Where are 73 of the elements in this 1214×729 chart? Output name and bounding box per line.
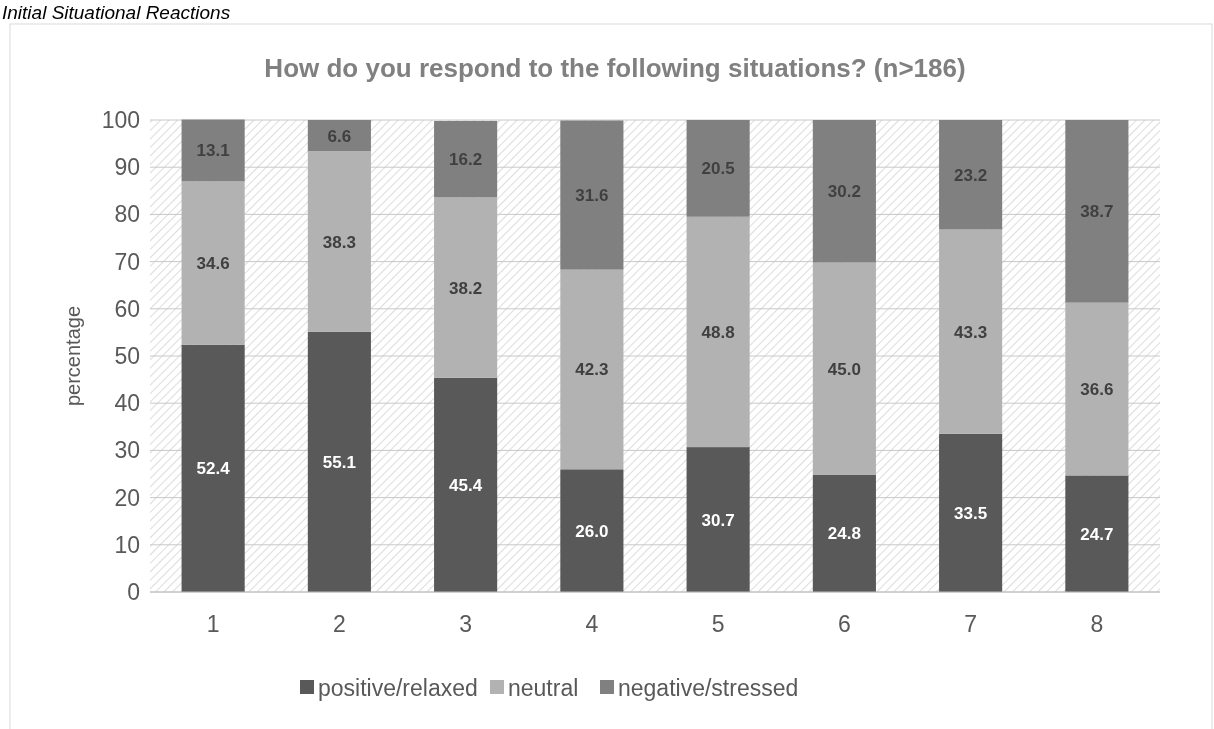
data-label: 23.2	[954, 165, 988, 185]
data-label: 33.5	[954, 503, 988, 523]
bar	[307, 151, 371, 332]
chart-title: How do you respond to the following situations? (n>186)	[264, 53, 966, 83]
bar	[686, 216, 750, 448]
bar	[812, 474, 876, 592]
bar	[939, 433, 1003, 592]
data-label: 24.7	[1080, 524, 1114, 544]
x-tick-label: 1	[206, 611, 220, 637]
y-tick-label: 70	[114, 248, 140, 275]
data-label: 55.1	[322, 452, 356, 472]
data-label: 38.2	[449, 278, 483, 298]
data-label: 36.6	[1080, 380, 1114, 400]
data-label: 30.7	[701, 510, 735, 530]
bar	[307, 120, 371, 152]
legend-label: neutral	[508, 675, 579, 701]
y-tick-label: 50	[114, 343, 140, 369]
x-tick-label: 8	[1090, 611, 1104, 637]
y-tick-label: 0	[127, 579, 140, 605]
legend-label: negative/stressed	[618, 675, 799, 701]
data-label: 48.8	[701, 322, 735, 342]
data-label: 43.3	[954, 322, 988, 342]
data-label: 34.6	[196, 254, 230, 274]
bar	[1065, 475, 1129, 592]
bar	[686, 120, 750, 217]
legend-label: positive/relaxed	[318, 675, 478, 701]
x-tick-label: 7	[964, 611, 978, 637]
data-label: 45.0	[827, 359, 861, 379]
x-tick-label: 2	[332, 611, 346, 637]
bar	[560, 469, 624, 592]
x-tick-label: 4	[585, 611, 599, 637]
bar	[434, 377, 498, 592]
bar	[560, 120, 624, 270]
data-label: 24.8	[827, 524, 861, 544]
x-tick-label: 6	[837, 611, 851, 637]
bar	[181, 344, 245, 592]
bar	[560, 269, 624, 470]
data-label: 42.3	[575, 360, 609, 380]
y-tick-label: 30	[114, 437, 140, 464]
data-label: 16.2	[449, 150, 483, 170]
data-label: 6.6	[327, 126, 352, 146]
bar	[434, 120, 498, 198]
data-label: 38.3	[322, 232, 356, 252]
text: Initial Situational Reactions	[2, 2, 231, 23]
bar	[812, 262, 876, 475]
y-axis-title: percentage	[62, 305, 84, 407]
data-label: 13.1	[196, 141, 230, 161]
x-tick-label: 3	[459, 611, 473, 637]
bar	[307, 331, 371, 592]
bar	[434, 197, 498, 378]
data-label: 52.4	[196, 459, 231, 479]
bar	[686, 447, 750, 592]
y-tick-label: 80	[114, 201, 140, 228]
bar	[181, 181, 245, 345]
y-tick-label: 60	[114, 295, 140, 322]
y-tick-label: 40	[114, 390, 140, 417]
bar	[939, 120, 1003, 230]
bar	[939, 229, 1003, 434]
y-tick-label: 90	[114, 154, 140, 181]
data-label: 31.6	[575, 186, 609, 206]
x-tick-label: 5	[711, 611, 725, 637]
bar	[812, 120, 876, 263]
y-tick-label: 100	[101, 107, 140, 133]
data-label: 20.5	[701, 159, 735, 179]
data-label: 30.2	[827, 182, 861, 202]
bar	[1065, 120, 1129, 303]
data-label: 38.7	[1080, 202, 1114, 222]
data-label: 45.4	[449, 475, 483, 495]
y-tick-label: 10	[114, 531, 140, 558]
data-label: 26.0	[575, 521, 609, 541]
bar	[1065, 302, 1129, 476]
bar	[181, 119, 245, 182]
y-tick-label: 20	[114, 484, 140, 511]
